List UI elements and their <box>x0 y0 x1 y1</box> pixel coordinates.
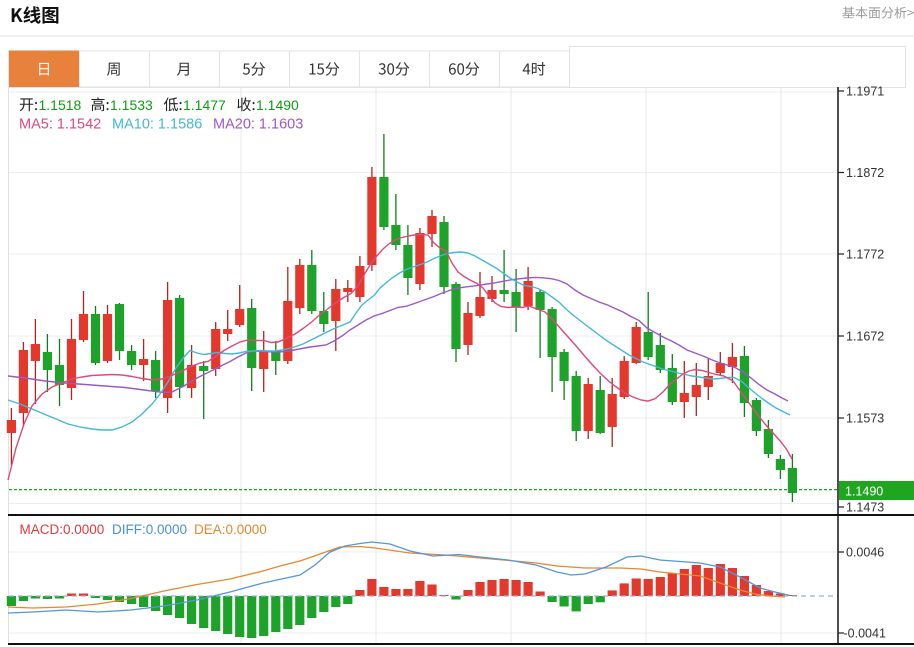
svg-text:MACD:0.0000: MACD:0.0000 <box>20 522 105 537</box>
svg-text:0.0046: 0.0046 <box>846 546 884 560</box>
svg-text:1.1490: 1.1490 <box>256 97 299 113</box>
svg-text:MA5: 1.1542: MA5: 1.1542 <box>19 117 101 133</box>
svg-text:-0.0041: -0.0041 <box>844 627 886 641</box>
svg-text:1.1477: 1.1477 <box>183 97 226 113</box>
svg-text:1.1473: 1.1473 <box>846 501 884 515</box>
svg-text:1.1490: 1.1490 <box>845 485 883 499</box>
svg-text:1.1971: 1.1971 <box>846 85 884 99</box>
svg-text:MA20: 1.1603: MA20: 1.1603 <box>213 117 303 133</box>
svg-text:DEA:0.0000: DEA:0.0000 <box>194 522 267 537</box>
svg-text:MA10: 1.1586: MA10: 1.1586 <box>112 117 202 133</box>
svg-text:1.1872: 1.1872 <box>846 166 884 180</box>
svg-text:1.1518: 1.1518 <box>39 97 82 113</box>
svg-text:DIFF:0.0000: DIFF:0.0000 <box>112 522 187 537</box>
svg-text:1.1672: 1.1672 <box>846 330 884 344</box>
svg-text:1.1533: 1.1533 <box>110 97 153 113</box>
svg-text:1.1772: 1.1772 <box>846 248 884 262</box>
svg-text:1.1573: 1.1573 <box>846 412 884 426</box>
